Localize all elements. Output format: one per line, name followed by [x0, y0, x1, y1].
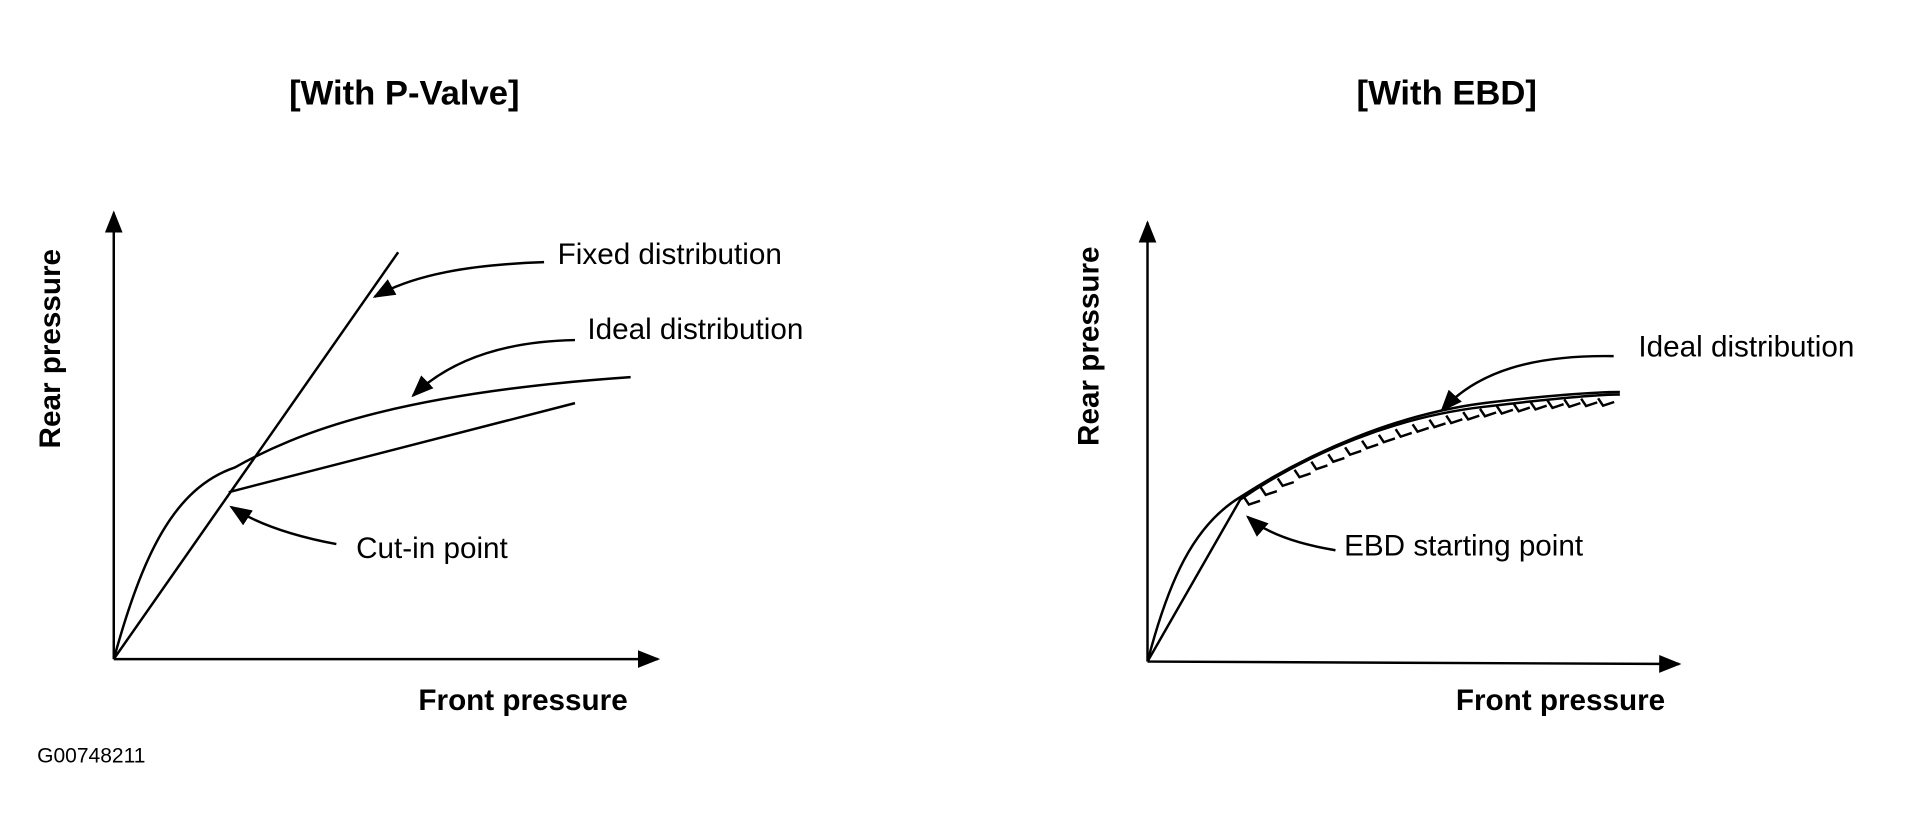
title: [With EBD] — [1357, 74, 1537, 112]
arrow — [229, 505, 337, 546]
p-valve-diagram: [With P-Valve] Rear pressure Front press… — [34, 74, 804, 717]
y-axis-label: Rear pressure — [34, 249, 67, 448]
annotation: Fixed distribution — [558, 238, 782, 271]
ebd-line — [1146, 393, 1620, 663]
ebd-steps — [1242, 397, 1615, 506]
title: [With P-Valve] — [289, 74, 519, 112]
x-axis-label: Front pressure — [418, 684, 627, 717]
annotation: EBD starting point — [1344, 530, 1584, 563]
arrow — [411, 338, 576, 398]
arrow — [1245, 515, 1336, 552]
annotation: Cut-in point — [356, 532, 508, 565]
arrow — [372, 260, 545, 298]
ideal-curve — [1146, 390, 1620, 662]
annotation: Ideal distribution — [587, 313, 803, 346]
x-axis-label: Front pressure — [1456, 684, 1665, 717]
ideal-curve — [112, 375, 631, 660]
y-axis-label: Rear pressure — [1072, 246, 1105, 445]
x-axis — [1147, 655, 1682, 673]
p-valve-line — [228, 401, 576, 494]
arrow — [1440, 354, 1614, 413]
figure-id: G00748211 — [37, 744, 145, 767]
ebd-diagram: [With EBD] Rear pressure Front pressure … — [1072, 74, 1854, 717]
annotation: Ideal distribution — [1638, 331, 1854, 364]
